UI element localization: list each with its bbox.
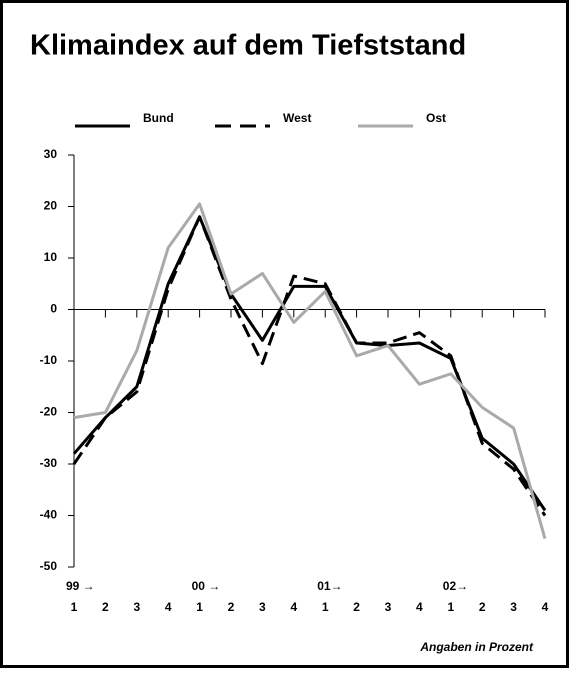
x-tick-label: 1	[71, 600, 78, 614]
year-label: 02→	[443, 579, 468, 593]
x-tick-label: 2	[102, 600, 109, 614]
x-tick-label: 1	[322, 600, 329, 614]
legend-label: Bund	[143, 111, 174, 125]
x-tick-label: 3	[510, 600, 517, 614]
x-tick-label: 1	[447, 600, 454, 614]
x-tick-label: 3	[133, 600, 140, 614]
x-tick-label: 4	[165, 600, 172, 614]
series-line	[72, 215, 547, 517]
y-tick-label: -40	[40, 508, 58, 522]
series-line	[73, 202, 547, 540]
x-tick-label: 2	[479, 600, 486, 614]
y-tick-label: -20	[40, 405, 58, 419]
x-tick-label: 2	[228, 600, 235, 614]
y-tick-label: 10	[44, 250, 58, 264]
legend-label: West	[283, 111, 311, 125]
y-tick-label: -50	[40, 559, 58, 573]
legend-label: Ost	[426, 111, 446, 125]
y-tick-label: -30	[40, 456, 58, 470]
year-label: 00 →	[192, 579, 221, 593]
series-line	[72, 215, 547, 512]
chart-title: Klimaindex auf dem Tiefststand	[30, 30, 466, 62]
y-tick-label: -10	[40, 353, 58, 367]
y-tick-label: 20	[44, 199, 58, 213]
y-tick-label: 0	[50, 302, 57, 316]
x-tick-label: 2	[353, 600, 360, 614]
y-tick-label: 30	[44, 147, 58, 161]
x-tick-label: 3	[259, 600, 266, 614]
x-tick-label: 1	[196, 600, 203, 614]
x-tick-label: 4	[416, 600, 423, 614]
year-label: 01→	[317, 579, 342, 593]
year-label: 99 →	[66, 579, 95, 593]
x-tick-label: 4	[542, 600, 549, 614]
x-tick-label: 3	[385, 600, 392, 614]
x-tick-label: 4	[290, 600, 297, 614]
annotation: Angaben in Prozent	[419, 640, 534, 654]
